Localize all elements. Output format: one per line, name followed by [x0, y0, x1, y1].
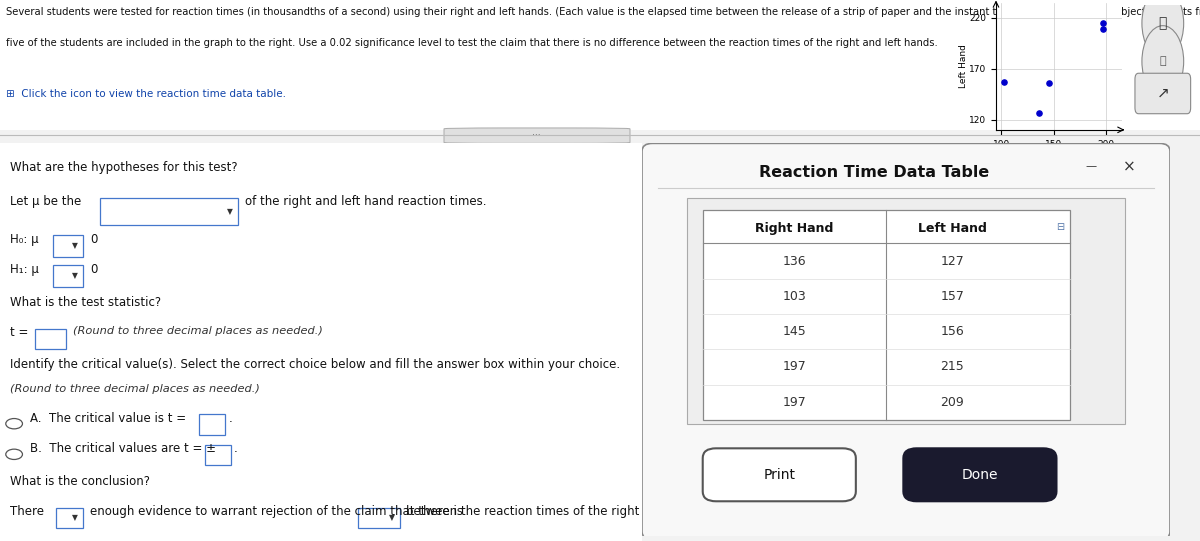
Text: H₀: μ⁤: H₀: μ⁤ — [10, 233, 38, 246]
Text: 209: 209 — [941, 395, 964, 409]
Text: ···: ··· — [532, 131, 541, 140]
FancyBboxPatch shape — [205, 445, 232, 465]
Text: (Round to three decimal places as needed.): (Round to three decimal places as needed… — [73, 326, 323, 337]
Circle shape — [6, 419, 23, 429]
FancyBboxPatch shape — [35, 329, 66, 349]
Text: ↗: ↗ — [1157, 86, 1169, 101]
Text: What is the test statistic?: What is the test statistic? — [10, 296, 161, 309]
Text: 197: 197 — [782, 395, 806, 409]
Text: ▼: ▼ — [389, 513, 395, 523]
FancyBboxPatch shape — [0, 0, 1200, 130]
FancyBboxPatch shape — [56, 507, 84, 528]
Text: Done: Done — [961, 468, 998, 482]
Text: H₁: μ⁤: H₁: μ⁤ — [10, 263, 38, 276]
FancyBboxPatch shape — [642, 143, 1170, 539]
FancyBboxPatch shape — [0, 143, 642, 541]
Text: ▼: ▼ — [72, 513, 78, 523]
FancyBboxPatch shape — [444, 128, 630, 143]
Text: A.  The critical value is t =: A. The critical value is t = — [30, 412, 186, 425]
FancyBboxPatch shape — [53, 265, 84, 287]
Text: .: . — [228, 412, 233, 425]
Point — [1039, 79, 1058, 88]
Text: ▼: ▼ — [72, 271, 78, 280]
FancyBboxPatch shape — [100, 198, 238, 225]
Text: 🔍: 🔍 — [1159, 56, 1166, 67]
Point — [1030, 108, 1049, 117]
Circle shape — [6, 449, 23, 459]
Text: ▼: ▼ — [72, 241, 78, 250]
Text: Left Hand: Left Hand — [918, 222, 986, 235]
Text: What are the hypotheses for this test?: What are the hypotheses for this test? — [10, 161, 238, 174]
Text: B.  The critical values are t = ±: B. The critical values are t = ± — [30, 443, 216, 456]
Text: .: . — [234, 443, 238, 456]
FancyBboxPatch shape — [199, 414, 224, 435]
Text: Right Hand: Right Hand — [755, 222, 834, 235]
Text: 127: 127 — [941, 254, 964, 268]
Text: Reaction Time Data Table: Reaction Time Data Table — [760, 165, 990, 180]
X-axis label: Right Hand: Right Hand — [1033, 150, 1085, 159]
Text: 0: 0 — [90, 233, 97, 246]
Text: 157: 157 — [941, 290, 964, 303]
Text: (Round to three decimal places as needed.): (Round to three decimal places as needed… — [10, 384, 259, 394]
Text: ▼: ▼ — [227, 207, 233, 216]
Point — [1093, 25, 1112, 34]
FancyBboxPatch shape — [703, 448, 856, 502]
Text: —: — — [1086, 161, 1097, 171]
Text: 0: 0 — [90, 263, 97, 276]
Text: 🔍: 🔍 — [1159, 16, 1166, 30]
Text: Print: Print — [763, 468, 796, 482]
Text: between the reaction times of the right and left hands.: between the reaction times of the right … — [406, 505, 732, 518]
Point — [995, 78, 1014, 87]
Point — [1093, 19, 1112, 28]
Y-axis label: Left Hand: Left Hand — [959, 44, 967, 88]
Text: Identify the critical value(s). Select the correct choice below and fill the ans: Identify the critical value(s). Select t… — [10, 358, 619, 371]
Circle shape — [1142, 25, 1183, 97]
FancyBboxPatch shape — [703, 210, 1069, 420]
FancyBboxPatch shape — [904, 448, 1056, 502]
Text: What is the conclusion?: What is the conclusion? — [10, 476, 150, 489]
FancyBboxPatch shape — [53, 235, 84, 256]
Text: 103: 103 — [782, 290, 806, 303]
Text: 215: 215 — [941, 360, 964, 373]
Text: 156: 156 — [941, 325, 964, 338]
Text: t =: t = — [10, 326, 28, 339]
Text: Let μ⁤ be the: Let μ⁤ be the — [10, 195, 80, 208]
FancyBboxPatch shape — [686, 199, 1126, 424]
Text: 197: 197 — [782, 360, 806, 373]
Text: enough evidence to warrant rejection of the claim that there is: enough evidence to warrant rejection of … — [90, 505, 463, 518]
Text: Several students were tested for reaction times (in thousandths of a second) usi: Several students were tested for reactio… — [6, 6, 1200, 17]
FancyBboxPatch shape — [1135, 73, 1190, 114]
Text: ⊞  Click the icon to view the reaction time data table.: ⊞ Click the icon to view the reaction ti… — [6, 89, 286, 98]
Circle shape — [1142, 0, 1183, 59]
FancyBboxPatch shape — [359, 507, 400, 528]
Text: ⊟: ⊟ — [1056, 222, 1064, 232]
Text: ×: × — [1122, 159, 1135, 174]
Text: 136: 136 — [782, 254, 806, 268]
Text: There: There — [10, 505, 43, 518]
Text: of the right and left hand reaction times.: of the right and left hand reaction time… — [245, 195, 487, 208]
Text: 145: 145 — [782, 325, 806, 338]
Text: five of the students are included in the graph to the right. Use a 0.02 signific: five of the students are included in the… — [6, 37, 937, 48]
